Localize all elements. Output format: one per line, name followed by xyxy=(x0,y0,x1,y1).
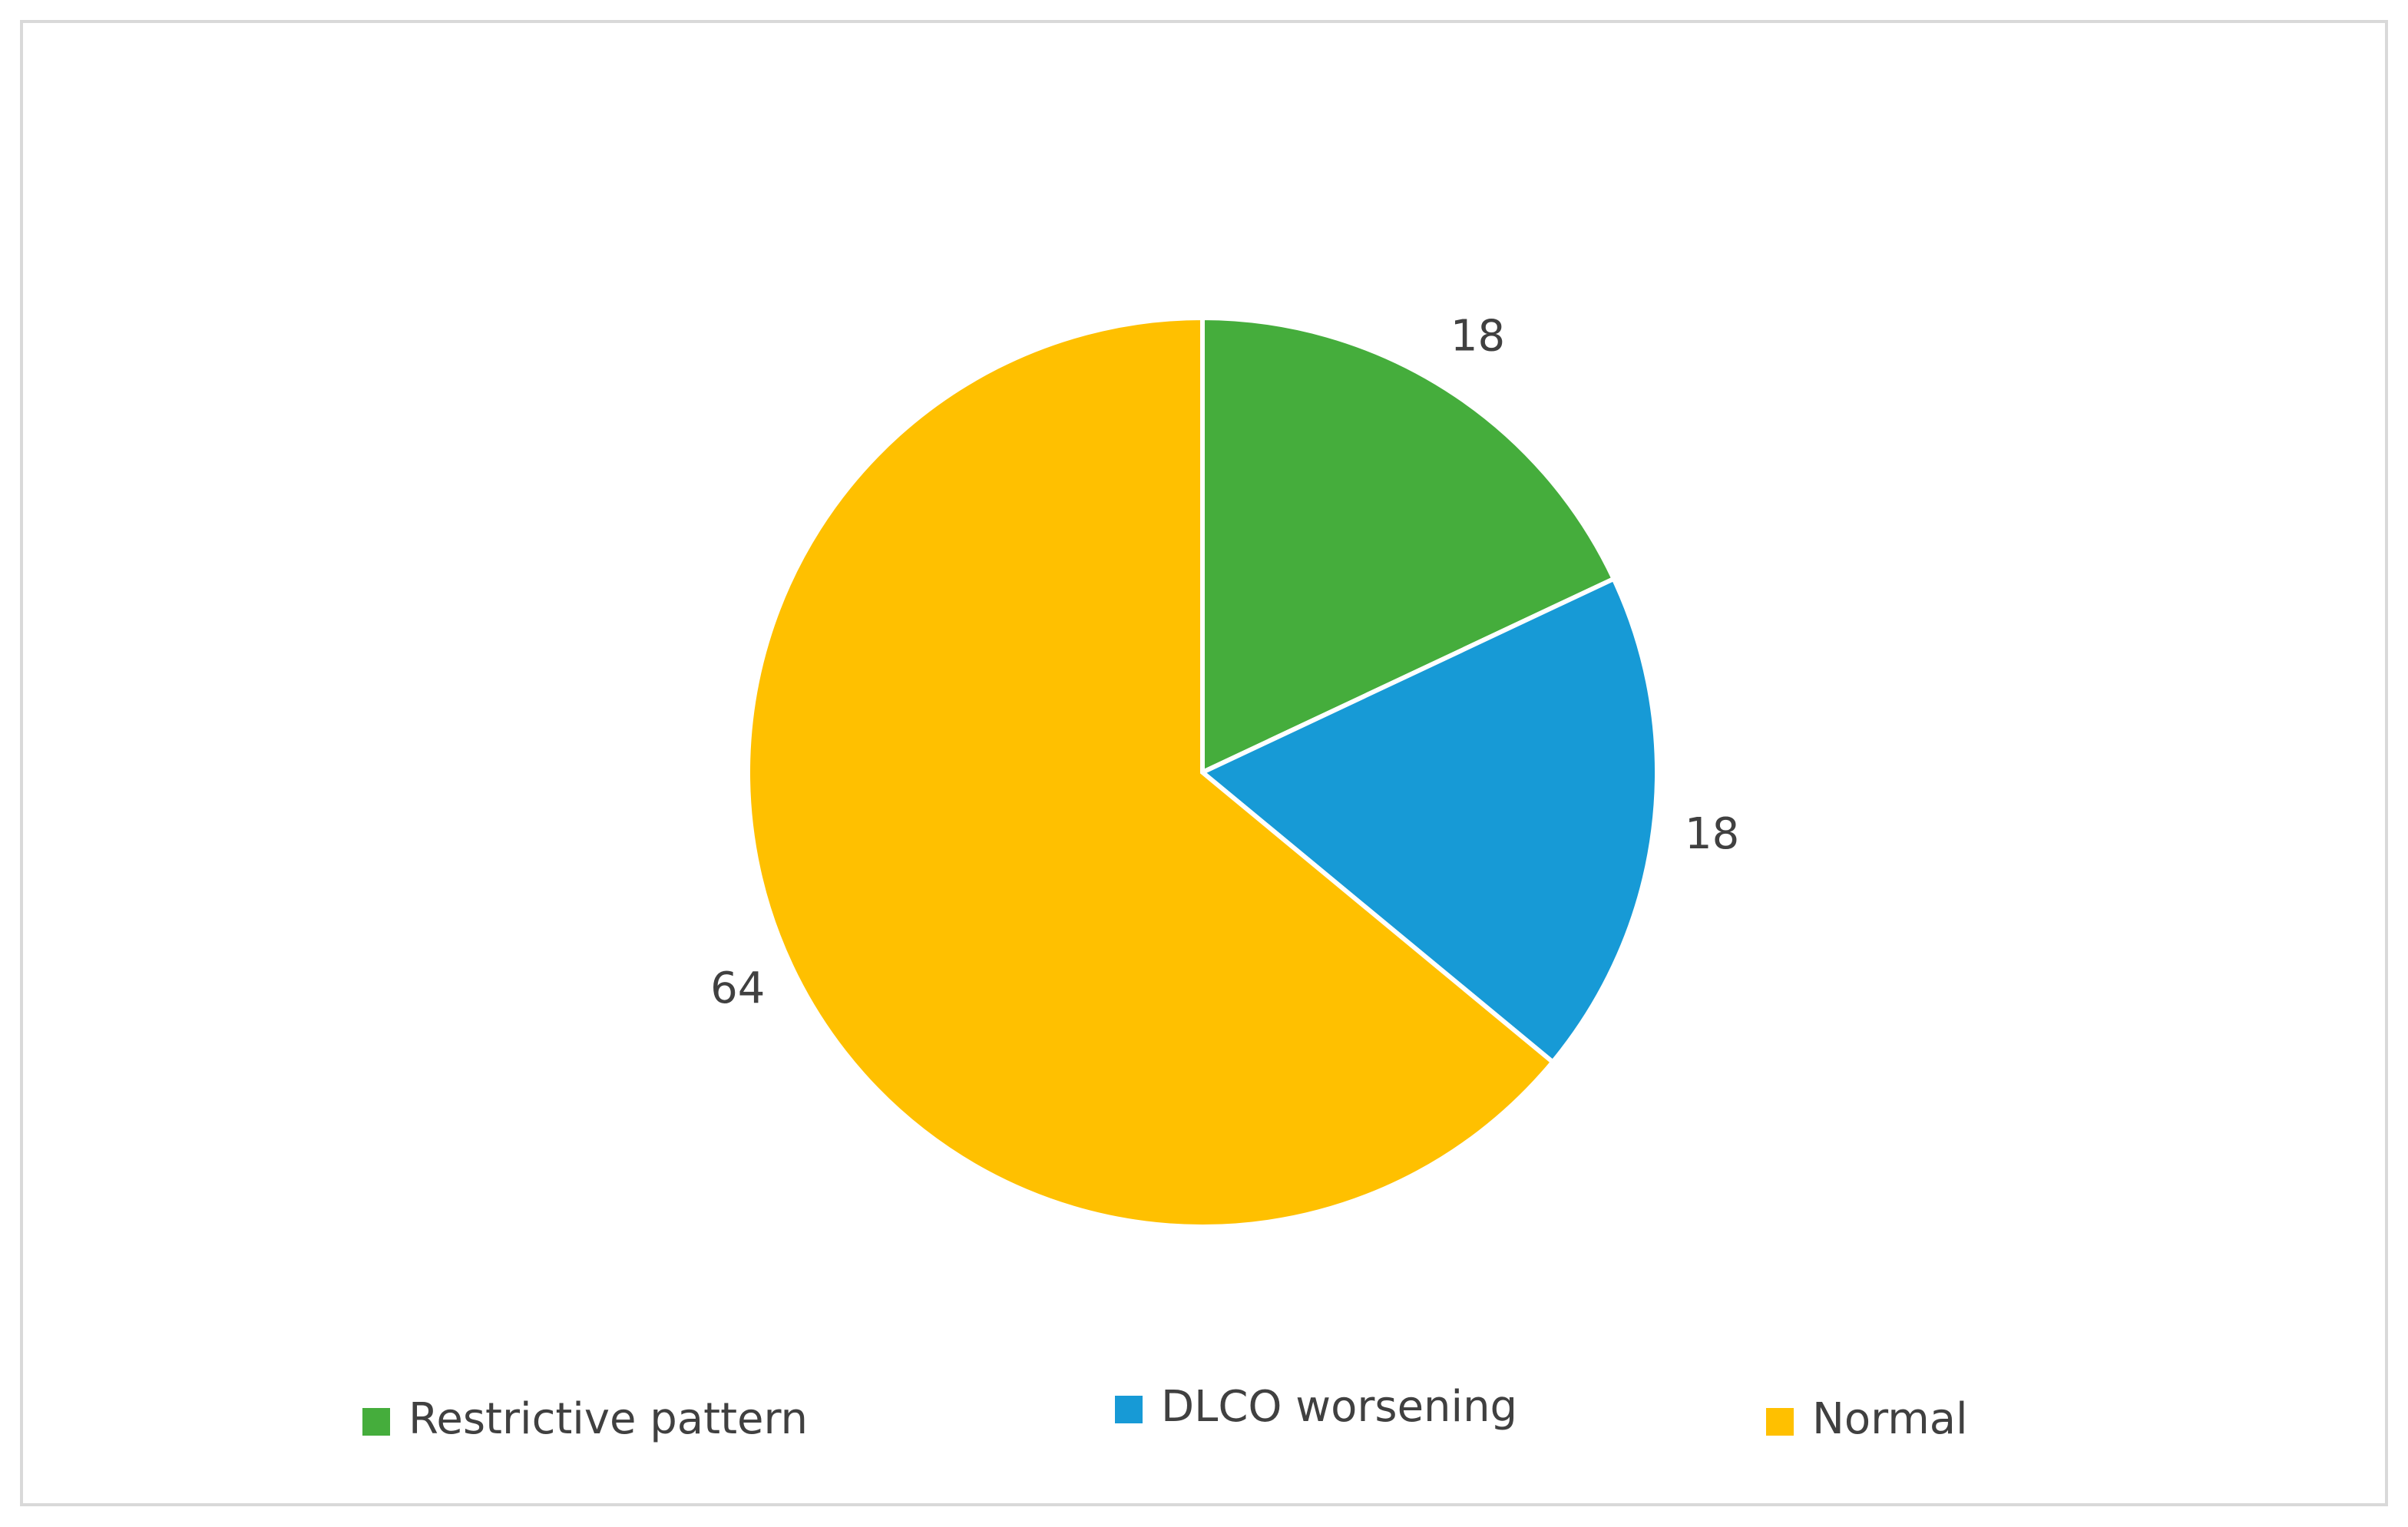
pie-slice xyxy=(745,315,1556,1229)
data-label: 64 xyxy=(710,963,765,1013)
pie-slice xyxy=(1200,315,1617,776)
legend-label: Restrictive pattern xyxy=(408,1394,808,1444)
legend-label: DLCO worsening xyxy=(1161,1382,1517,1432)
pie-slice xyxy=(1198,575,1659,1066)
legend-swatch xyxy=(1115,1396,1143,1423)
legend-swatch xyxy=(1766,1408,1794,1436)
legend-swatch xyxy=(362,1408,390,1436)
legend-label: Normal xyxy=(1812,1394,1968,1444)
data-label: 18 xyxy=(1450,311,1505,361)
data-label: 18 xyxy=(1685,809,1739,859)
